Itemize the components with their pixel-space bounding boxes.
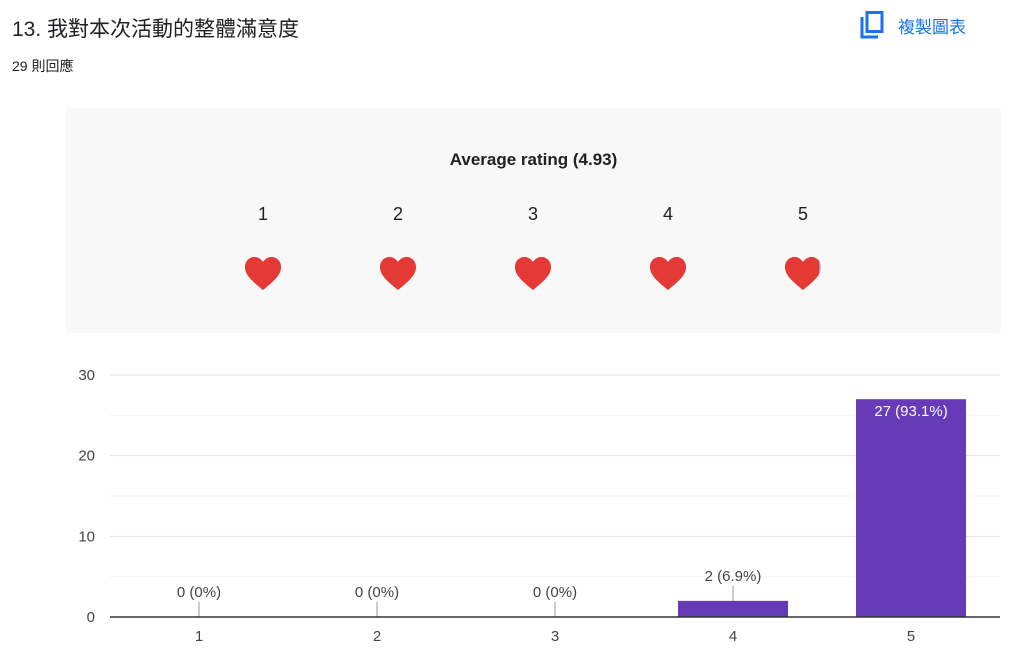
rating-scale-1: 1 [257, 204, 268, 224]
rating-scale-5: 5 [797, 204, 808, 224]
x-tick-label: 3 [551, 628, 559, 645]
x-tick-label: 5 [907, 628, 915, 645]
y-tick-label: 20 [78, 448, 95, 465]
x-tick-label: 1 [195, 628, 203, 645]
copy-icon [860, 11, 884, 39]
rating-scale-4: 4 [662, 204, 673, 224]
heart-icon [515, 257, 551, 290]
bar [856, 399, 966, 617]
rating-scale-3: 3 [527, 204, 538, 224]
heart-icon [785, 257, 821, 290]
average-rating: Average rating (4.93) [449, 150, 618, 169]
data-label: 0 (0%) [355, 584, 399, 601]
heart-icon [245, 257, 281, 290]
data-label: 27 (93.1%) [874, 403, 947, 420]
heart-icon [650, 257, 686, 290]
rating-panel: Average rating (4.93) 1 2 3 4 5 [66, 108, 1001, 333]
heart-icon [380, 257, 416, 290]
y-tick-label: 10 [78, 528, 95, 545]
rating-scale-2: 2 [392, 204, 403, 224]
data-label: 0 (0%) [533, 584, 577, 601]
data-label: 0 (0%) [177, 584, 221, 601]
bar-chart: 0 10 20 30 0 (0%) 1 0 (0%) 2 0 (0%) 3 2 (6.9%) 4 27 … [78, 367, 1000, 645]
bar [678, 600, 788, 617]
response-count: 29 則回應 [12, 58, 74, 74]
x-tick-label: 2 [373, 628, 381, 645]
copy-chart-label: 複製圖表 [898, 17, 966, 37]
question-title: 13. 我對本次活動的整體滿意度 [12, 18, 300, 41]
copy-chart-button[interactable]: 複製圖表 [860, 10, 966, 40]
data-label: 2 (6.9%) [705, 568, 762, 585]
x-tick-label: 4 [729, 628, 737, 645]
y-tick-label: 30 [78, 367, 95, 384]
y-tick-label: 0 [87, 609, 95, 626]
